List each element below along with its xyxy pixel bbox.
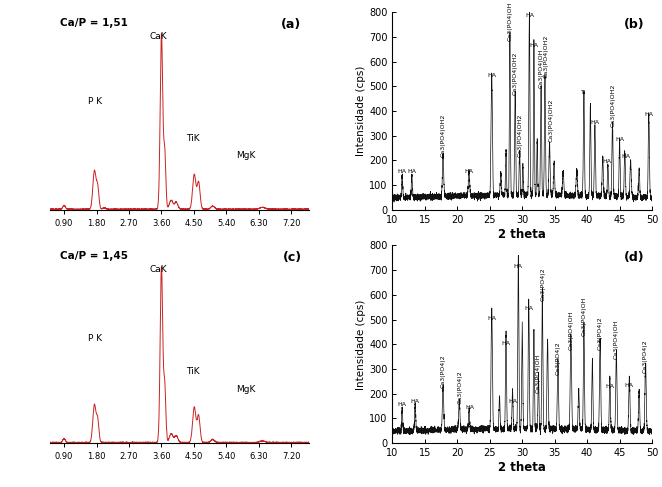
Text: Ca3(PO4)OH: Ca3(PO4)OH <box>539 48 544 88</box>
Text: Ca3(PO4)OH: Ca3(PO4)OH <box>507 1 512 40</box>
Text: HA: HA <box>465 169 473 174</box>
Text: Ca3(PO4)OH2: Ca3(PO4)OH2 <box>544 34 549 77</box>
Text: (c): (c) <box>283 251 301 264</box>
Text: Ca3(PO4)2: Ca3(PO4)2 <box>643 339 648 373</box>
Text: (b): (b) <box>624 18 644 31</box>
Text: (a): (a) <box>281 18 301 31</box>
Text: HA: HA <box>487 316 496 321</box>
Text: P K: P K <box>87 334 102 343</box>
Text: Ca3(PO4)OH2: Ca3(PO4)OH2 <box>517 113 522 157</box>
Text: HA: HA <box>407 169 416 174</box>
Text: HA: HA <box>615 137 624 142</box>
Text: TiK: TiK <box>186 134 200 143</box>
Text: CaK: CaK <box>150 265 167 274</box>
Text: Ca3(PO4)2: Ca3(PO4)2 <box>458 370 463 404</box>
Text: HA: HA <box>591 120 600 125</box>
Text: HA: HA <box>605 384 614 389</box>
Text: HA: HA <box>487 73 496 77</box>
Text: HA: HA <box>508 399 517 404</box>
Text: HA: HA <box>644 112 653 117</box>
Text: HA: HA <box>410 399 420 404</box>
Text: Ca3(PO4)2: Ca3(PO4)2 <box>598 317 602 351</box>
Text: CaK: CaK <box>150 32 167 40</box>
Text: Ca/P = 1,51: Ca/P = 1,51 <box>60 18 128 28</box>
Text: MgK: MgK <box>236 151 256 161</box>
Text: (d): (d) <box>624 251 644 264</box>
Text: Ca3(PO4)2: Ca3(PO4)2 <box>555 341 561 375</box>
Text: Ca3(PO4)OH2: Ca3(PO4)OH2 <box>440 113 446 157</box>
Text: HA: HA <box>625 383 634 388</box>
Text: HA: HA <box>466 405 475 410</box>
X-axis label: 2 theta: 2 theta <box>498 227 546 241</box>
Text: TiK: TiK <box>186 367 200 376</box>
Text: Ti: Ti <box>581 90 587 95</box>
Text: Ca3(PO4)OH2: Ca3(PO4)OH2 <box>549 98 554 142</box>
Text: HA: HA <box>622 154 631 159</box>
Text: Ca3(PO4)OH: Ca3(PO4)OH <box>536 353 541 393</box>
Text: Ca/P = 1,45: Ca/P = 1,45 <box>60 251 128 262</box>
Text: Ca3(PO4)2: Ca3(PO4)2 <box>540 267 545 301</box>
Text: Ca3(PO4)OH: Ca3(PO4)OH <box>581 296 587 336</box>
Text: Ca3(PO4)OH: Ca3(PO4)OH <box>614 320 619 359</box>
X-axis label: 2 theta: 2 theta <box>498 461 546 474</box>
Text: Ca3(PO4)OH2: Ca3(PO4)OH2 <box>610 84 616 127</box>
Text: Ca3(PO4)OH: Ca3(PO4)OH <box>569 311 573 351</box>
Text: Ca3(PO4)2: Ca3(PO4)2 <box>440 354 446 388</box>
Text: HA: HA <box>398 169 406 174</box>
Text: HA: HA <box>398 402 406 407</box>
Text: P K: P K <box>87 97 102 106</box>
Text: HA: HA <box>525 13 534 19</box>
Text: HA: HA <box>502 340 510 346</box>
Y-axis label: Intensidade (cps): Intensidade (cps) <box>356 299 366 390</box>
Text: HA: HA <box>514 264 523 269</box>
Text: MgK: MgK <box>236 385 256 394</box>
Text: HA: HA <box>524 306 533 311</box>
Text: HA: HA <box>602 159 611 164</box>
Text: Ca3(PO4)OH2: Ca3(PO4)OH2 <box>512 52 518 95</box>
Text: HA: HA <box>530 43 538 48</box>
Y-axis label: Intensidade (cps): Intensidade (cps) <box>356 66 366 156</box>
